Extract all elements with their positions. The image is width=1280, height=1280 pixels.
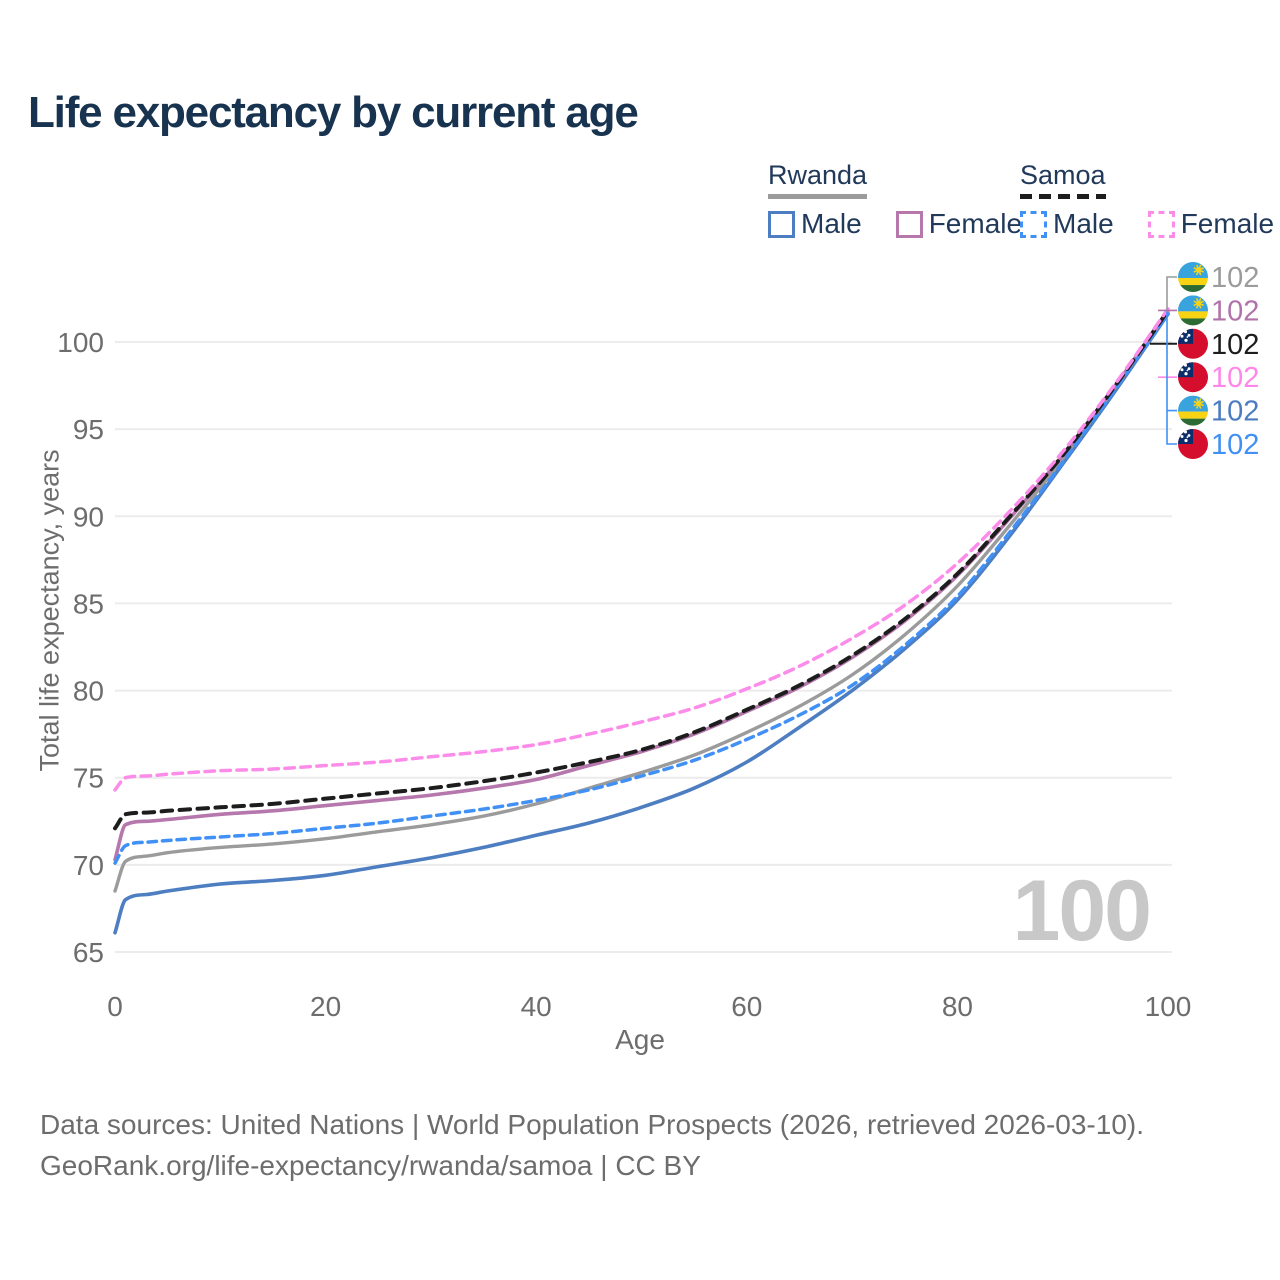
footer: Data sources: United Nations | World Pop… — [40, 1104, 1144, 1186]
line-rwanda-female — [113, 308, 1170, 862]
y-tick-label: 100 — [57, 327, 104, 358]
legend-label: Male — [801, 208, 862, 239]
samoa-flag-icon — [1178, 362, 1208, 393]
y-tick-label: 85 — [73, 588, 104, 619]
legend-label: Female — [1180, 208, 1275, 239]
chart-title: Life expectancy by current age — [28, 88, 639, 137]
rwanda-female-swatch — [895, 210, 923, 238]
rwanda-flag-icon — [1178, 395, 1208, 426]
y-tick-label: 65 — [73, 937, 104, 968]
x-axis-title: Age — [615, 1024, 665, 1055]
x-tick-label: 80 — [942, 991, 973, 1022]
y-axis-title: Total life expectancy, years — [34, 449, 65, 772]
y-tick-label: 70 — [73, 850, 104, 881]
line-samoa-male — [113, 312, 1170, 865]
legend-item-samoa-male[interactable]: Male — [1020, 208, 1114, 240]
rwanda-male-swatch — [768, 210, 795, 238]
leader-samoa-male — [1166, 311, 1177, 445]
y-tick-label: 95 — [73, 414, 104, 445]
end-label-value: 102 — [1211, 429, 1259, 461]
y-tick-label: 80 — [73, 676, 104, 707]
samoa-flag-icon — [1178, 429, 1208, 459]
x-tick-label: 100 — [1145, 991, 1192, 1022]
x-tick-label: 60 — [731, 991, 762, 1022]
samoa-line-style-swatch — [1020, 194, 1106, 199]
end-label-rwanda-male: 102 — [1178, 395, 1259, 428]
rwanda-flag-icon — [1178, 295, 1208, 326]
legend-item-rwanda-female[interactable]: Female — [895, 208, 1023, 240]
x-tick-label: 0 — [107, 991, 123, 1022]
end-label-value: 102 — [1211, 262, 1259, 294]
legend-label: Male — [1053, 208, 1114, 239]
line-rwanda-male — [113, 312, 1170, 935]
legend-country-label-rwanda: Rwanda — [768, 160, 868, 190]
legend-item-rwanda-male[interactable]: Male — [768, 208, 862, 240]
rwanda-flag-icon — [1178, 262, 1208, 292]
legend-label: Female — [928, 208, 1023, 239]
legend-group-rwanda: Rwanda Male Female — [768, 160, 1022, 240]
end-label-samoa-all: 102 — [1178, 328, 1259, 361]
rwanda-line-style-swatch — [768, 194, 868, 199]
leader-rwanda-all — [1166, 276, 1177, 311]
end-label-rwanda-female: 102 — [1178, 295, 1259, 327]
line-samoa-female — [113, 307, 1170, 792]
legend-country-label-samoa: Samoa — [1020, 160, 1106, 190]
end-label-value: 102 — [1211, 295, 1259, 327]
line-samoa-all — [113, 308, 1170, 831]
samoa-female-swatch — [1147, 210, 1175, 238]
end-label-value: 102 — [1211, 362, 1259, 394]
x-tick-label: 40 — [521, 991, 552, 1022]
legend-item-samoa-female[interactable]: Female — [1147, 208, 1275, 240]
y-tick-label: 90 — [73, 501, 104, 532]
end-label-value: 102 — [1211, 396, 1259, 428]
legend-country-samoa[interactable]: Samoa — [1020, 160, 1106, 199]
line-rwanda-all — [113, 310, 1170, 893]
footer-attribution: GeoRank.org/life-expectancy/rwanda/samoa… — [40, 1150, 701, 1181]
age-watermark: 100 — [1012, 863, 1153, 959]
end-label-samoa-male: 102 — [1178, 429, 1259, 461]
legend-country-rwanda[interactable]: Rwanda — [768, 160, 868, 199]
legend-group-samoa: Samoa Male Female — [1020, 160, 1274, 240]
y-tick-label: 75 — [73, 763, 104, 794]
samoa-male-swatch — [1020, 210, 1047, 238]
footer-sources: Data sources: United Nations | World Pop… — [40, 1109, 1145, 1140]
end-label-samoa-female: 102 — [1178, 362, 1259, 394]
samoa-flag-icon — [1178, 328, 1208, 359]
end-label-value: 102 — [1211, 329, 1259, 361]
end-label-rwanda-all: 102 — [1178, 262, 1259, 294]
x-tick-label: 20 — [310, 991, 341, 1022]
